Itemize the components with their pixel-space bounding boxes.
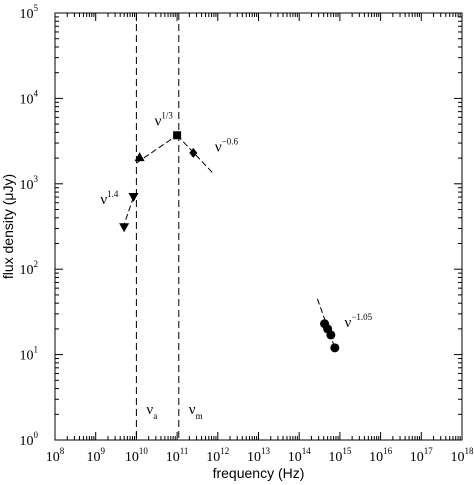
power-law-label: ν−1.05 — [345, 312, 373, 331]
x-tick-label: 1014 — [288, 446, 312, 465]
x-tick-label: 1011 — [166, 446, 189, 465]
x-tick-label: 1010 — [125, 446, 149, 465]
y-tick-label: 102 — [20, 259, 39, 278]
x-tick-label: 1018 — [451, 446, 474, 465]
power-law-label: ν1/3 — [155, 111, 174, 130]
data-point-diamond — [189, 147, 198, 158]
data-point-triangle-up — [134, 152, 145, 162]
power-law-segment — [136, 134, 178, 164]
data-point-triangle-down — [119, 223, 130, 233]
break-frequency-label: νm — [189, 402, 203, 421]
power-law-label: ν1.4 — [100, 189, 119, 208]
plot-border — [54, 12, 463, 441]
y-tick-label: 101 — [20, 345, 39, 364]
x-tick-label: 1013 — [247, 446, 271, 465]
data-point-circle — [326, 330, 336, 340]
power-law-label: ν−0.6 — [215, 136, 239, 155]
break-frequency-label: νa — [146, 402, 157, 421]
y-axis-label: flux density (μJy) — [0, 174, 16, 279]
x-tick-label: 108 — [46, 446, 65, 465]
data-point-square — [173, 131, 182, 140]
x-tick-label: 1015 — [328, 446, 352, 465]
y-tick-label: 105 — [20, 3, 39, 22]
y-tick-label: 104 — [20, 88, 39, 107]
plot-frame — [54, 12, 463, 441]
x-tick-label: 1016 — [369, 446, 393, 465]
x-tick-label: 1012 — [206, 446, 229, 465]
y-tick-label: 103 — [20, 174, 39, 193]
axis-ticks: 108 109 1010 1011 1012 1013 1014 1015 1016 1017 10… — [20, 3, 474, 465]
data-point-triangle-down — [128, 193, 139, 203]
x-tick-label: 109 — [86, 446, 105, 465]
chart-labels: νa νm ν1.4 ν1/3 ν−0.6 ν−1.05 — [100, 111, 372, 421]
data-point-circle — [330, 343, 340, 353]
power-law-segments — [121, 134, 337, 352]
x-tick-label: 1017 — [410, 446, 434, 465]
y-tick-label: 100 — [20, 430, 39, 449]
x-axis-label: frequency (Hz) — [213, 465, 305, 481]
data-points — [119, 131, 340, 353]
break-frequency-lines — [135, 13, 180, 440]
